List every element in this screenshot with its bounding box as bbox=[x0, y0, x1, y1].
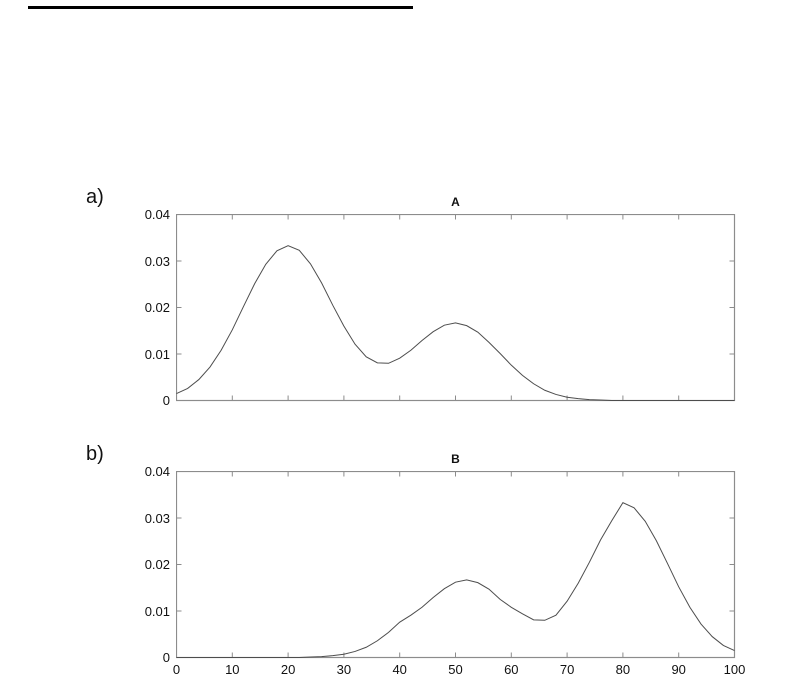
y-tick-label: 0.03 bbox=[144, 510, 170, 526]
panel-b-label: b) bbox=[86, 443, 104, 465]
x-tick-label: 30 bbox=[336, 662, 352, 677]
plot-b-area bbox=[176, 471, 736, 659]
y-tick-label: 0 bbox=[162, 650, 170, 665]
horizontal-rule bbox=[28, 6, 413, 9]
panel-a-label: a) bbox=[86, 186, 104, 208]
x-tick-label: 20 bbox=[280, 662, 296, 677]
y-tick-label: 0.01 bbox=[144, 603, 170, 619]
y-tick-label: 0.02 bbox=[144, 557, 170, 572]
x-tick-label: 40 bbox=[392, 662, 407, 677]
x-tick-label: 0 bbox=[172, 662, 181, 677]
y-tick-label: 0.04 bbox=[144, 464, 170, 479]
x-tick-label: 90 bbox=[671, 662, 686, 677]
plot-a-area bbox=[176, 214, 736, 402]
y-tick-label: 0.03 bbox=[144, 253, 170, 269]
x-tick-label: 50 bbox=[448, 662, 463, 677]
y-tick-label: 0.04 bbox=[144, 207, 170, 222]
y-tick-label: 0.01 bbox=[144, 346, 170, 362]
x-tick-label: 60 bbox=[504, 662, 519, 677]
y-tick-label: 0 bbox=[162, 393, 170, 408]
x-tick-label: 10 bbox=[225, 662, 240, 677]
x-tick-label: 80 bbox=[615, 662, 631, 677]
y-tick-label: 0.02 bbox=[144, 300, 170, 315]
x-tick-label: 100 bbox=[723, 662, 746, 677]
plot-a-title: A bbox=[451, 195, 460, 209]
x-tick-label: 70 bbox=[559, 662, 575, 677]
plot-b-title: B bbox=[451, 452, 460, 466]
